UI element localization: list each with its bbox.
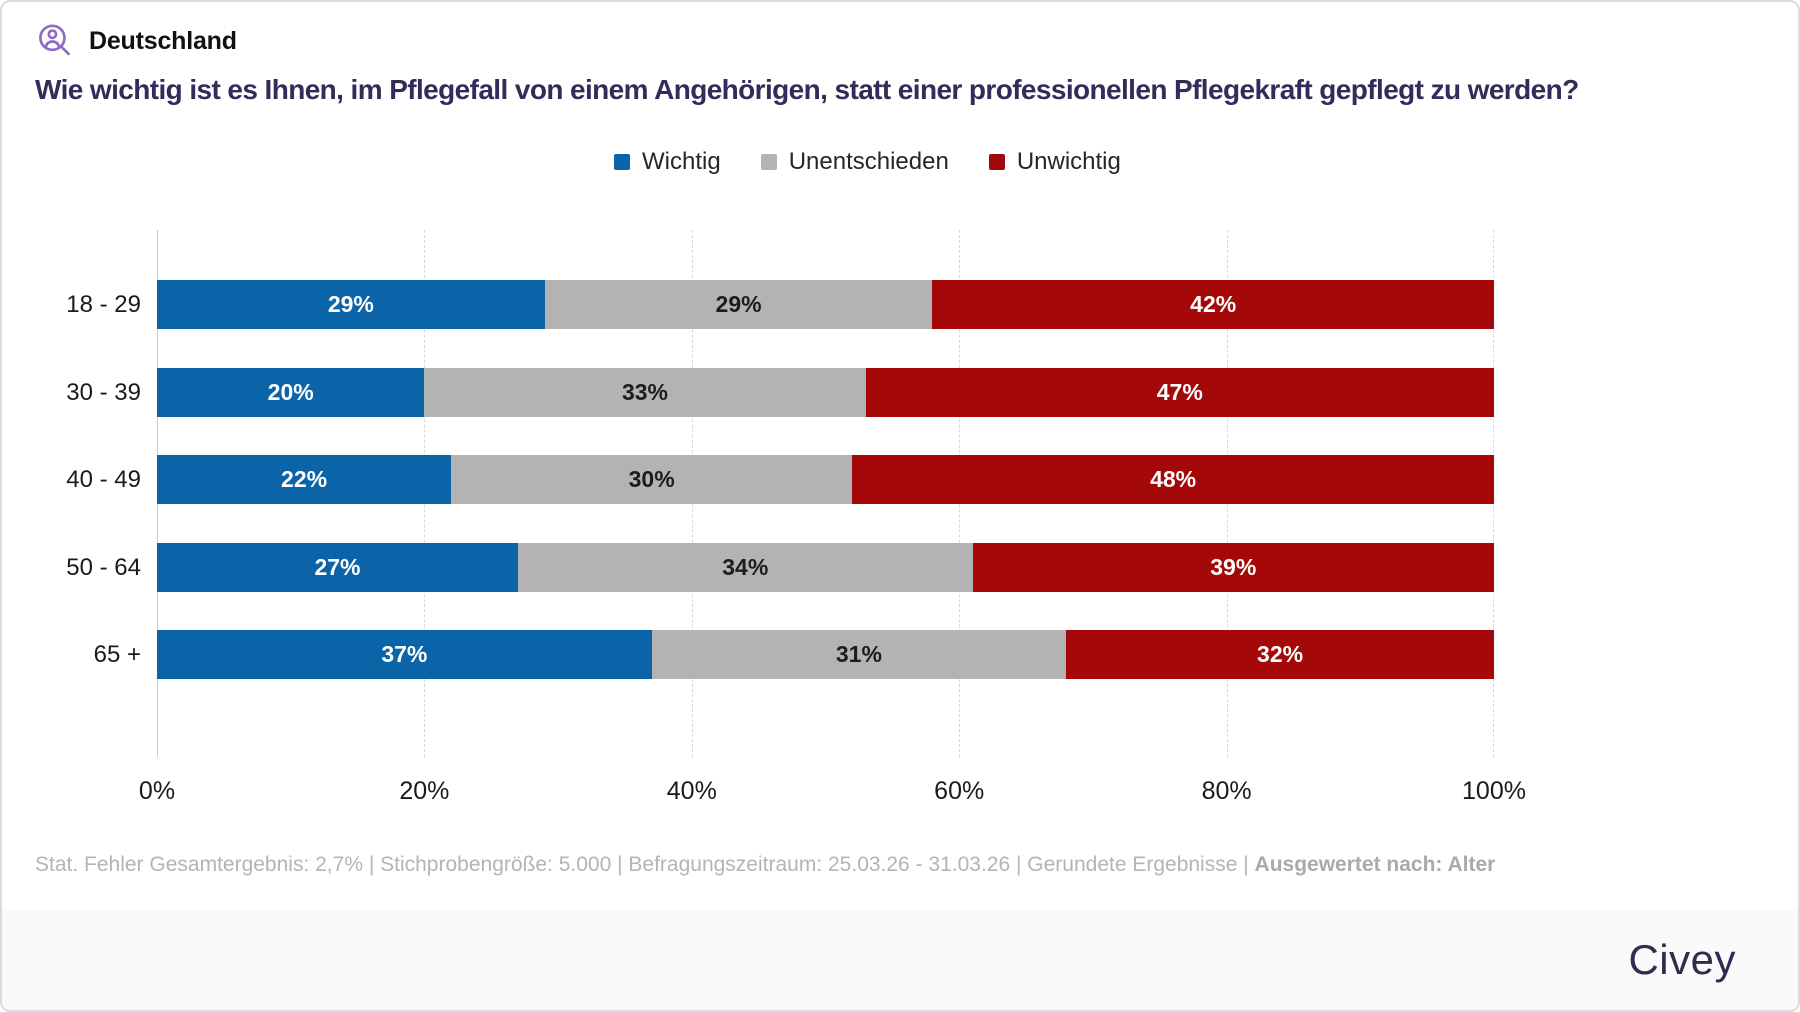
category-label: 18 - 29 [66, 291, 141, 318]
bar-value-label: 27% [314, 554, 361, 580]
bar-segment-wichtig: 27% [157, 543, 518, 592]
bar-row-65+: 65 + 37% 31% 32% [94, 630, 1494, 679]
bar-value-label: 31% [835, 641, 882, 667]
bar-value-label: 33% [621, 379, 669, 405]
category-label: 30 - 39 [66, 379, 141, 406]
x-tick-label: 0% [138, 777, 176, 805]
bar-value-label: 48% [1150, 466, 1197, 492]
legend-label: Unwichtig [1016, 148, 1121, 175]
bar-track: 22% 30% 48% [157, 455, 1494, 504]
legend-swatch-icon [614, 154, 630, 170]
civey-logo: Civey [1628, 936, 1736, 983]
bar-value-label: 30% [628, 466, 675, 492]
chart-plot: 18 - 29 29% 29% 42% 30 - 39 20% 33% 47% 40 - 49 2… [66, 230, 1526, 805]
bar-segment-wichtig: 37% [157, 630, 652, 679]
footnote-bold: Ausgewertet nach: Alter [1254, 853, 1496, 876]
bar-segment-unwichtig: 47% [865, 368, 1494, 417]
legend-swatch-icon [988, 154, 1005, 170]
x-tick-label: 100% [1462, 777, 1526, 805]
legend-label: Wichtig [642, 148, 721, 175]
bar-value-label: 20% [267, 379, 314, 405]
region-label: Deutschland [89, 26, 237, 55]
x-tick-label: 60% [934, 777, 985, 805]
bar-value-label: 29% [715, 291, 762, 317]
header: Deutschland [35, 22, 237, 60]
bar-segment-unwichtig: 42% [932, 280, 1494, 329]
bar-segment-unentschieden: 30% [451, 455, 853, 504]
bar-segment-unentschieden: 33% [424, 368, 866, 417]
bar-value-label: 34% [722, 554, 769, 580]
bar-row-30-39: 30 - 39 20% 33% 47% [66, 368, 1494, 417]
bar-value-label: 29% [327, 291, 374, 317]
bar-track: 20% 33% 47% [157, 368, 1494, 417]
bar-value-label: 22% [281, 466, 328, 492]
bottom-bar: Civey [2, 910, 1798, 1010]
bar-segment-unwichtig: 32% [1066, 630, 1494, 679]
bar-segment-unwichtig: 48% [852, 455, 1494, 504]
bar-value-label: 47% [1156, 379, 1203, 405]
bar-row-40-49: 40 - 49 22% 30% 48% [66, 455, 1494, 504]
category-label: 50 - 64 [66, 554, 141, 581]
legend-item-2: Unwichtig [988, 148, 1121, 176]
x-tick-label: 80% [1201, 777, 1252, 805]
bar-value-label: 39% [1210, 554, 1257, 580]
bar-segment-unentschieden: 31% [651, 630, 1067, 679]
bar-row-50-64: 50 - 64 27% 34% 39% [66, 543, 1494, 592]
legend-item-1: Unentschieden [760, 148, 949, 176]
question-title: Wie wichtig ist es Ihnen, im Pflegefall … [35, 74, 1579, 105]
bar-segment-unentschieden: 34% [517, 543, 973, 592]
category-label: 65 + [93, 641, 141, 668]
bar-segment-wichtig: 29% [157, 280, 545, 329]
bar-track: 27% 34% 39% [157, 543, 1494, 592]
legend-label: Unentschieden [788, 148, 949, 175]
bar-track: 29% 29% 42% [157, 280, 1494, 329]
bar-value-label: 42% [1190, 291, 1237, 317]
bar-value-label: 37% [381, 641, 428, 667]
user-search-icon [35, 22, 73, 60]
x-tick-label: 40% [666, 777, 717, 805]
category-label: 40 - 49 [66, 466, 141, 493]
legend: Wichtig Unentschieden Unwichtig [614, 148, 1121, 176]
bar-segment-unentschieden: 29% [544, 280, 933, 329]
bar-value-label: 32% [1257, 641, 1304, 667]
x-tick-label: 20% [399, 777, 450, 805]
bar-track: 37% 31% 32% [157, 630, 1494, 679]
bar-segment-unwichtig: 39% [972, 543, 1494, 592]
footnote-regular: Stat. Fehler Gesamtergebnis: 2,7% | Stic… [35, 853, 1255, 876]
bar-segment-wichtig: 20% [157, 368, 425, 417]
legend-item-0: Wichtig [614, 148, 721, 176]
x-axis: 0% 20% 40% 60% 80% 100% [139, 777, 1526, 811]
legend-swatch-icon [760, 154, 777, 170]
bar-row-18-29: 18 - 29 29% 29% 42% [66, 280, 1494, 329]
bar-segment-wichtig: 22% [157, 455, 452, 504]
footnote: Stat. Fehler Gesamtergebnis: 2,7% | Stic… [35, 853, 1495, 877]
